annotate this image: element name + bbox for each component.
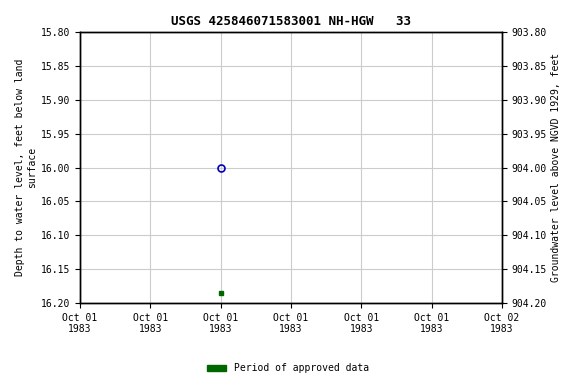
- Legend: Period of approved data: Period of approved data: [203, 359, 373, 377]
- Y-axis label: Depth to water level, feet below land
surface: Depth to water level, feet below land su…: [15, 59, 37, 276]
- Title: USGS 425846071583001 NH-HGW   33: USGS 425846071583001 NH-HGW 33: [171, 15, 411, 28]
- Y-axis label: Groundwater level above NGVD 1929, feet: Groundwater level above NGVD 1929, feet: [551, 53, 561, 282]
